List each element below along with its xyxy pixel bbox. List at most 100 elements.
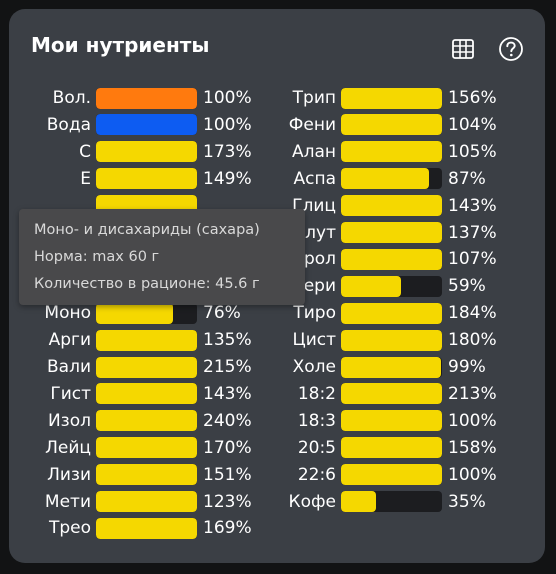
nutrient-row[interactable]: 18:3 100% xyxy=(261,410,497,432)
nutrient-bar xyxy=(341,168,442,190)
nutrient-percent: 184% xyxy=(448,303,497,324)
nutrients-card: Мои нутриенты Вол. 100% Вода 100% C 173% E 149%… xyxy=(9,9,545,563)
nutrient-bar xyxy=(96,302,197,324)
nutrient-percent: 215% xyxy=(203,357,252,377)
nutrient-bar-fill xyxy=(341,222,442,243)
nutrient-tooltip: Моно- и дисахариды (сахара) Норма: max 6… xyxy=(19,209,305,305)
nutrient-label: Вол. xyxy=(52,88,91,108)
nutrient-row[interactable]: Трео 169% xyxy=(16,517,252,539)
nutrient-percent: 158% xyxy=(448,437,497,458)
nutrient-row[interactable]: Трип 156% xyxy=(261,87,497,109)
nutrient-label: Кофе xyxy=(288,491,336,512)
nutrient-bar xyxy=(96,356,197,378)
nutrient-row[interactable]: Кофе 35% xyxy=(261,491,486,513)
nutrient-bar xyxy=(341,356,442,378)
nutrient-label: Алан xyxy=(291,141,336,162)
nutrient-row[interactable]: Лейц 170% xyxy=(16,437,252,459)
nutrient-bar-fill xyxy=(341,437,442,459)
nutrient-bar xyxy=(96,517,197,539)
nutrient-percent: 143% xyxy=(448,195,497,216)
nutrient-bar-fill xyxy=(341,410,442,432)
nutrient-row[interactable]: Гист 143% xyxy=(16,383,252,405)
nutrient-bar xyxy=(341,248,442,270)
nutrient-row[interactable]: Лизи 151% xyxy=(16,464,252,486)
nutrient-percent: 107% xyxy=(448,249,497,270)
nutrient-bar-fill xyxy=(341,141,442,163)
nutrient-label: Арги xyxy=(48,330,91,351)
nutrient-bar-fill xyxy=(341,275,401,297)
nutrient-percent: 99% xyxy=(448,357,486,377)
nutrient-bar xyxy=(96,491,197,512)
nutrient-percent: 123% xyxy=(203,491,252,512)
nutrient-row[interactable]: Мети 123% xyxy=(16,491,252,513)
nutrient-bar-fill xyxy=(341,329,442,351)
nutrient-row[interactable]: Вода 100% xyxy=(16,114,252,136)
nutrient-bar-fill xyxy=(96,410,197,432)
nutrient-row[interactable]: C 173% xyxy=(16,141,252,163)
nutrient-bar-fill xyxy=(96,437,197,459)
nutrient-bar xyxy=(96,464,197,486)
nutrient-label: 20:5 xyxy=(297,437,336,458)
nutrient-percent: 173% xyxy=(203,141,252,162)
nutrient-percent: 151% xyxy=(203,464,252,485)
nutrient-bar xyxy=(341,329,442,351)
nutrient-percent: 156% xyxy=(448,88,497,108)
nutrient-row[interactable]: Аспа 87% xyxy=(261,168,486,190)
nutrient-row[interactable]: 22:6 100% xyxy=(261,464,497,486)
nutrient-bar-fill xyxy=(341,383,442,405)
nutrient-percent: 59% xyxy=(448,276,486,297)
nutrient-row[interactable]: Моно 76% xyxy=(16,302,241,324)
help-circle-icon[interactable] xyxy=(498,36,524,62)
nutrient-bar-fill xyxy=(341,356,441,378)
nutrient-label: Лизи xyxy=(47,464,91,485)
nutrient-row[interactable]: Алан 105% xyxy=(261,141,497,163)
nutrient-bar xyxy=(341,410,442,432)
nutrient-row[interactable]: Вол. 100% xyxy=(16,87,252,109)
nutrient-label: Холе xyxy=(292,357,336,377)
nutrient-row[interactable]: Цист 180% xyxy=(261,329,497,351)
nutrient-percent: 87% xyxy=(448,168,486,189)
nutrient-percent: 143% xyxy=(203,383,252,404)
nutrient-percent: 169% xyxy=(203,518,252,539)
nutrient-row[interactable]: 20:5 158% xyxy=(261,437,497,459)
nutrient-bar-fill xyxy=(96,141,197,163)
nutrient-row[interactable]: E 149% xyxy=(16,168,252,190)
nutrient-bar-fill xyxy=(96,464,197,486)
nutrient-row[interactable]: Холе 99% xyxy=(261,356,486,378)
nutrient-row[interactable]: 18:2 213% xyxy=(261,383,497,405)
nutrient-bar-fill xyxy=(341,491,377,512)
nutrient-percent: 213% xyxy=(448,383,497,404)
nutrient-bar xyxy=(341,302,442,324)
nutrient-bar xyxy=(96,383,197,405)
nutrient-bar-fill xyxy=(341,114,442,136)
nutrient-bar xyxy=(96,141,197,163)
nutrient-row[interactable]: Тиро 184% xyxy=(261,302,497,324)
nutrient-label: Трип xyxy=(292,88,336,108)
nutrient-row[interactable]: Глут 137% xyxy=(261,222,497,244)
nutrient-row[interactable]: Арги 135% xyxy=(16,329,252,351)
nutrient-percent: 240% xyxy=(203,410,252,431)
nutrient-label: Гист xyxy=(50,383,91,404)
nutrient-percent: 104% xyxy=(448,114,497,135)
nutrient-bar xyxy=(96,114,197,136)
nutrient-row[interactable]: Изол 240% xyxy=(16,410,252,432)
nutrient-bar xyxy=(341,87,442,109)
nutrient-label: Вода xyxy=(46,114,91,135)
nutrient-bar xyxy=(341,275,442,297)
nutrient-label: Фени xyxy=(288,114,336,135)
table-icon[interactable] xyxy=(450,36,476,62)
nutrient-percent: 35% xyxy=(448,491,486,512)
nutrient-bar xyxy=(341,114,442,136)
nutrient-percent: 100% xyxy=(203,114,252,135)
nutrient-label: 18:2 xyxy=(297,383,336,404)
nutrient-percent: 100% xyxy=(448,410,497,431)
nutrient-row[interactable]: Фени 104% xyxy=(261,114,497,136)
nutrient-bar xyxy=(96,410,197,432)
nutrient-row[interactable]: Вали 215% xyxy=(16,356,252,378)
nutrient-bar-fill xyxy=(341,248,442,270)
nutrient-label: Лейц xyxy=(45,437,91,458)
nutrient-percent: 100% xyxy=(448,464,497,485)
nutrient-percent: 170% xyxy=(203,437,252,458)
tooltip-amount: Количество в рационе: 45.6 г xyxy=(34,276,260,292)
nutrient-label: Изол xyxy=(47,410,91,431)
